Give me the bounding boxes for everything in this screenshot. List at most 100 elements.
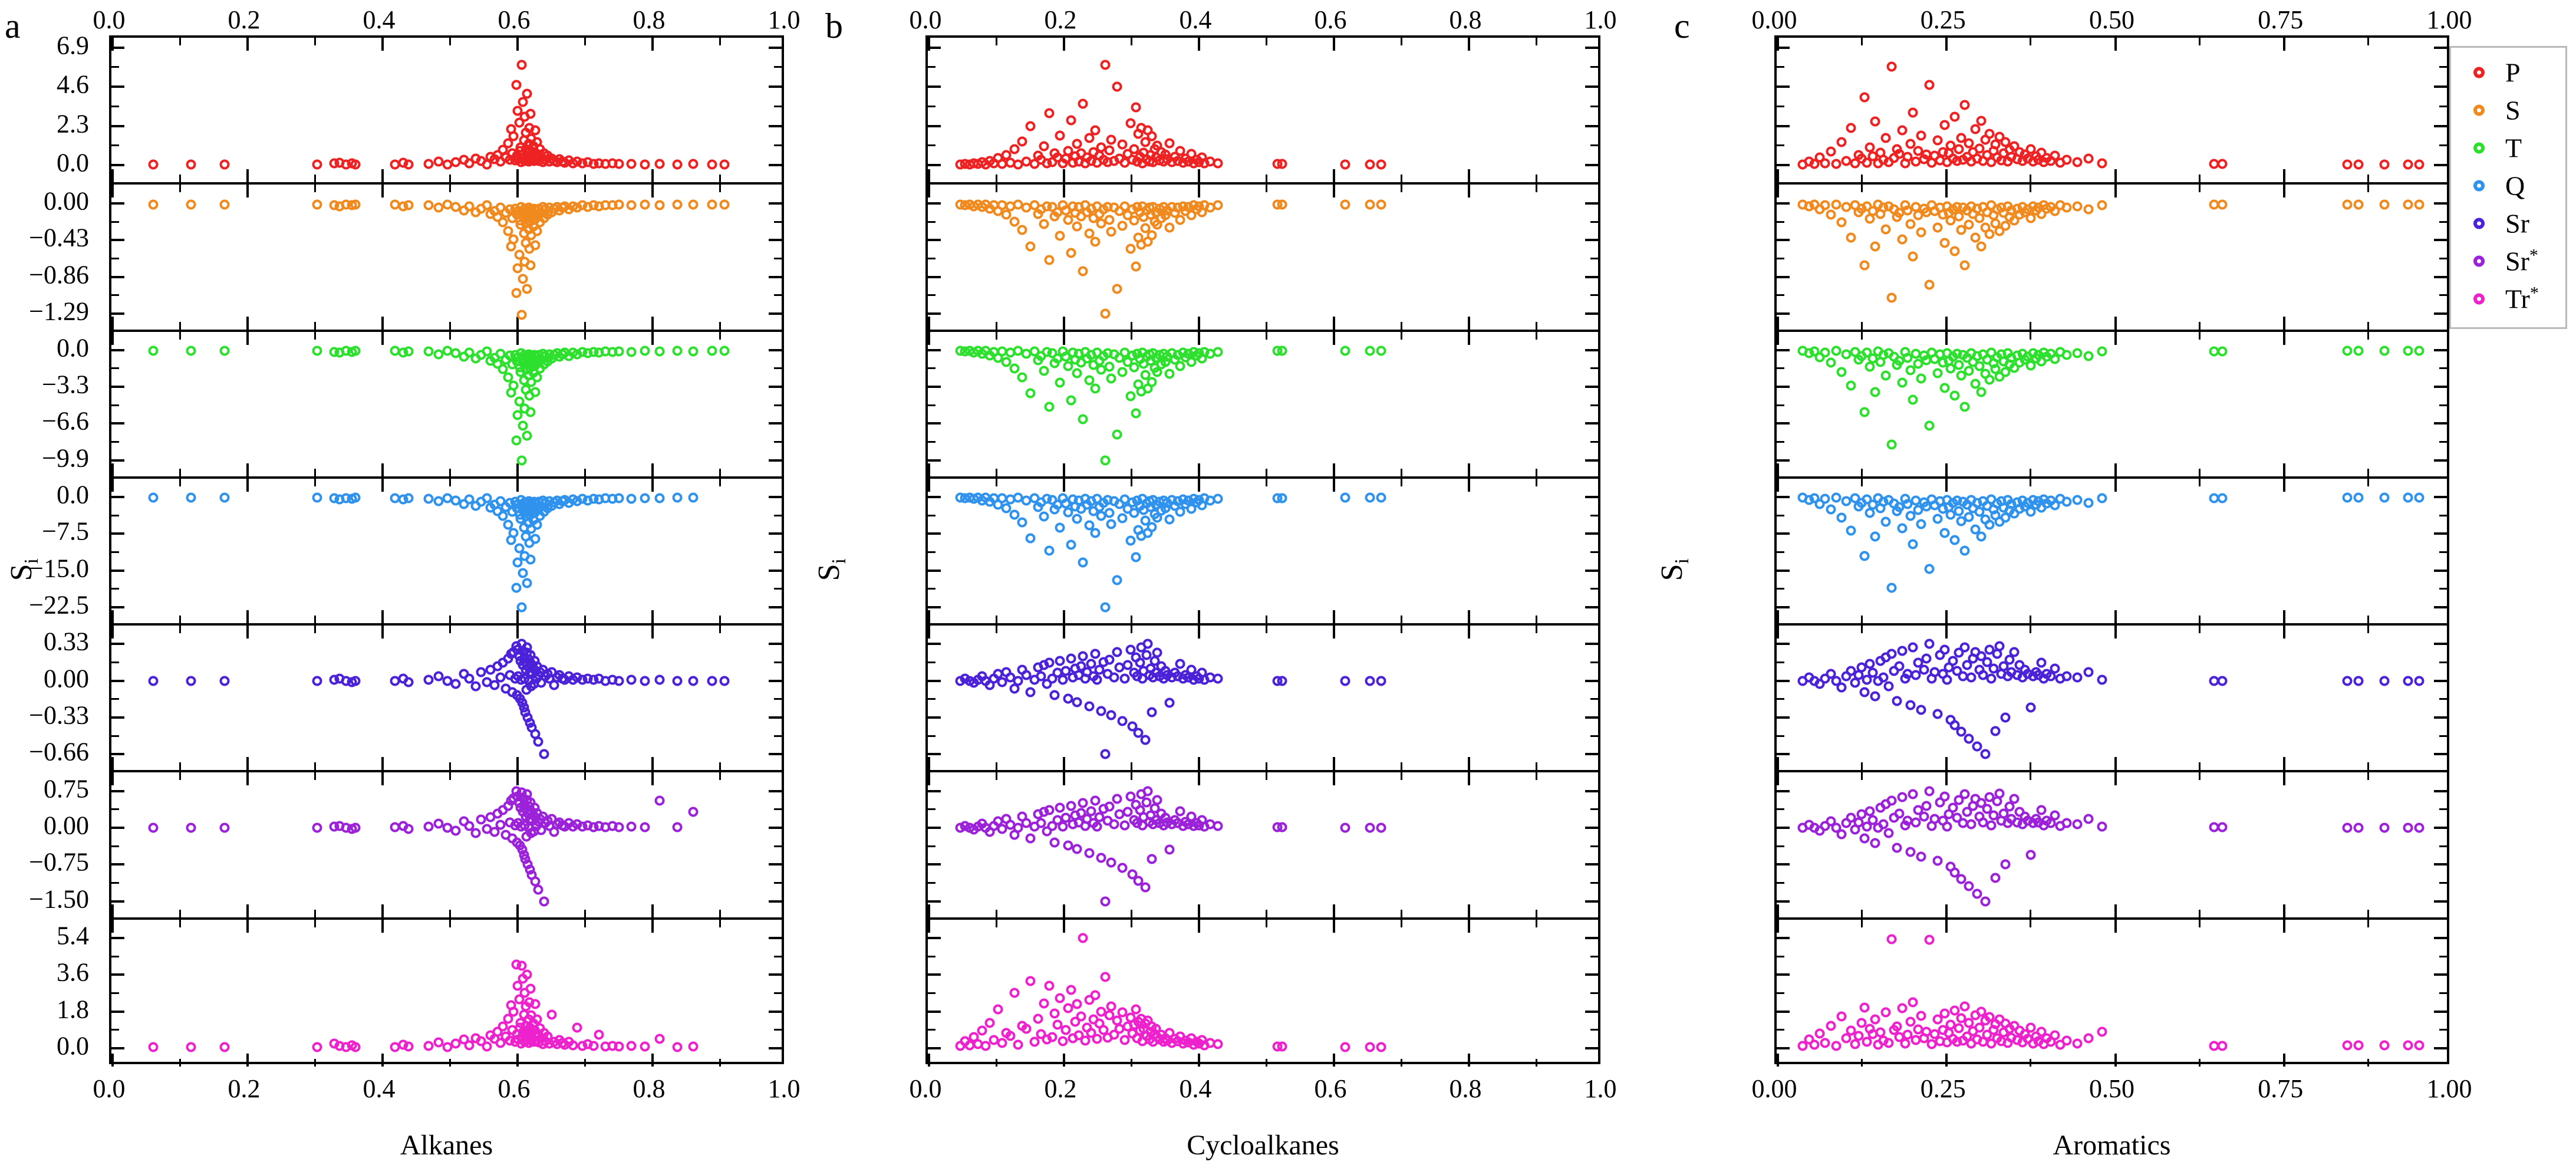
data-point bbox=[2000, 859, 2011, 870]
data-point bbox=[450, 825, 461, 836]
data-point bbox=[1066, 653, 1076, 664]
y-major-tick bbox=[769, 496, 782, 498]
y-major-tick bbox=[1585, 753, 1598, 756]
x-minor-tick bbox=[449, 919, 451, 927]
y-major-tick bbox=[2434, 826, 2447, 829]
legend-marker-icon bbox=[2473, 67, 2485, 78]
x-minor-tick bbox=[1400, 616, 1402, 624]
legend-item-S[interactable]: S bbox=[2451, 96, 2565, 126]
legend-item-Sr[interactable]: Sr bbox=[2451, 209, 2565, 239]
data-point bbox=[1880, 133, 1891, 143]
x-major-tick bbox=[516, 478, 519, 492]
data-point bbox=[1049, 837, 1060, 848]
y-tick-label: −3.3 bbox=[42, 370, 89, 399]
data-point bbox=[2217, 676, 2228, 686]
data-point bbox=[148, 159, 159, 170]
data-point bbox=[1886, 649, 1897, 659]
data-point bbox=[1980, 749, 1991, 759]
y-major-tick bbox=[928, 826, 941, 829]
data-point bbox=[470, 828, 481, 838]
legend-item-T[interactable]: T bbox=[2451, 133, 2565, 163]
x-major-tick bbox=[1198, 185, 1200, 198]
y-major-tick bbox=[2434, 716, 2447, 719]
data-point bbox=[1063, 507, 1073, 518]
data-point bbox=[1039, 219, 1049, 229]
legend-item-Srstar[interactable]: Sr* bbox=[2451, 245, 2565, 277]
x-major-tick bbox=[1945, 904, 1948, 917]
x-minor-tick bbox=[1400, 762, 1402, 771]
data-point bbox=[1949, 246, 1960, 256]
data-point bbox=[1047, 1032, 1058, 1042]
data-point bbox=[1058, 674, 1068, 685]
y-minor-tick bbox=[928, 955, 935, 957]
y-major-tick bbox=[769, 46, 782, 49]
data-point bbox=[1954, 360, 1964, 370]
data-point bbox=[2072, 1038, 2083, 1049]
data-point bbox=[476, 1036, 486, 1046]
y-major-tick bbox=[2434, 164, 2447, 167]
data-point bbox=[1044, 108, 1055, 119]
x-major-tick bbox=[1333, 757, 1335, 771]
y-minor-tick bbox=[1777, 404, 1784, 406]
data-point bbox=[1055, 802, 1065, 813]
y-tick-label: −6.6 bbox=[42, 406, 89, 436]
data-point bbox=[1865, 806, 1875, 817]
legend-item-Trstar[interactable]: Tr* bbox=[2451, 283, 2565, 314]
x-minor-tick bbox=[314, 909, 316, 917]
data-point bbox=[186, 822, 196, 833]
y-minor-tick bbox=[1777, 441, 1784, 443]
y-tick-label: 0.0 bbox=[57, 148, 89, 177]
y-major-tick bbox=[111, 85, 124, 88]
x-minor-tick bbox=[2030, 175, 2032, 183]
data-point bbox=[1175, 659, 1185, 669]
x-minor-tick bbox=[584, 772, 586, 781]
x-major-tick bbox=[111, 331, 114, 345]
x-major-tick bbox=[1468, 478, 1470, 492]
x-minor-tick bbox=[584, 185, 586, 193]
data-point bbox=[1836, 1011, 1847, 1022]
data-point bbox=[1112, 81, 1122, 92]
x-major-tick bbox=[246, 757, 249, 771]
data-point bbox=[1013, 676, 1023, 686]
y-major-tick bbox=[928, 863, 941, 866]
data-point bbox=[1939, 1008, 1950, 1019]
x-major-tick bbox=[1777, 757, 1779, 771]
data-point bbox=[614, 199, 624, 210]
data-point bbox=[1104, 215, 1115, 225]
data-point bbox=[1090, 649, 1101, 659]
data-point bbox=[2342, 492, 2353, 503]
data-point bbox=[614, 676, 624, 686]
data-point bbox=[1213, 158, 1223, 169]
y-minor-tick bbox=[1590, 955, 1598, 957]
data-point bbox=[1959, 260, 1970, 271]
y-minor-tick bbox=[774, 955, 782, 957]
data-point bbox=[1033, 1013, 1043, 1024]
data-point bbox=[350, 159, 361, 170]
data-point bbox=[2083, 498, 2094, 508]
data-point bbox=[530, 534, 541, 544]
legend-item-Q[interactable]: Q bbox=[2451, 171, 2565, 201]
data-point bbox=[1047, 673, 1058, 684]
y-minor-tick bbox=[1777, 881, 1784, 884]
subplot-c-P bbox=[1777, 38, 2447, 185]
y-major-tick bbox=[1777, 863, 1790, 866]
data-point bbox=[1932, 222, 1942, 233]
data-point bbox=[1175, 506, 1185, 517]
data-point bbox=[1104, 801, 1115, 812]
x-minor-tick bbox=[719, 468, 721, 476]
data-point bbox=[1072, 221, 1082, 232]
legend-item-P[interactable]: P bbox=[2451, 58, 2565, 88]
data-point bbox=[1078, 266, 1088, 277]
data-point bbox=[2403, 159, 2413, 170]
x-major-tick bbox=[1468, 1053, 1470, 1067]
data-point bbox=[1340, 159, 1350, 170]
data-point bbox=[423, 1041, 434, 1051]
x-minor-tick bbox=[449, 478, 451, 486]
data-point bbox=[1063, 840, 1073, 851]
data-point bbox=[1152, 795, 1162, 805]
x-major-tick bbox=[651, 919, 654, 933]
x-major-tick bbox=[1333, 463, 1335, 476]
data-point bbox=[1924, 80, 1935, 90]
y-major-tick bbox=[111, 532, 124, 535]
data-point bbox=[1277, 1041, 1287, 1052]
